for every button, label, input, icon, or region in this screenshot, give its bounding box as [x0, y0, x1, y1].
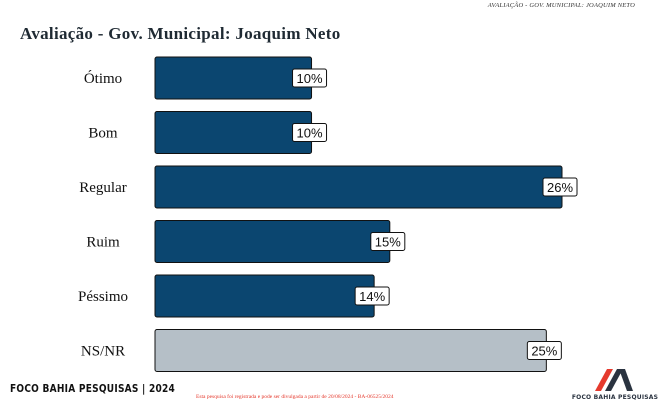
bar-pessimo	[154, 274, 375, 318]
bar-ns-nr	[154, 329, 547, 372]
value-label-ruim: 15%	[375, 235, 401, 250]
category-label-ns-nr: NS/NR	[81, 344, 125, 360]
value-label-bom: 10%	[297, 126, 323, 141]
value-label-box-otimo	[292, 68, 328, 88]
category-label-bom: Bom	[88, 126, 118, 142]
footer-note: Esta pesquisa foi registrada e pode ser …	[196, 394, 394, 400]
value-label-box-regular	[542, 177, 578, 197]
value-label-pessimo: 14%	[359, 289, 385, 304]
category-label-ruim: Ruim	[86, 235, 120, 251]
value-label-box-bom	[292, 123, 328, 142]
brand-logo: FOCO BAHIA PESQUISAS	[565, 365, 665, 403]
category-label-regular: Regular	[79, 180, 126, 196]
logo-text: FOCO BAHIA PESQUISAS	[571, 394, 659, 401]
logo-icon	[595, 369, 633, 391]
bar-ruim	[154, 220, 391, 263]
value-label-box-pessimo	[354, 286, 390, 306]
value-label-box-ns-nr	[526, 341, 562, 360]
bar-bom	[154, 111, 313, 154]
value-label-otimo: 10%	[297, 71, 323, 86]
header-subtitle: AVALIAÇÃO - GOV. MUNICIPAL: JOAQUIM NETO	[487, 2, 635, 9]
value-label-ns-nr: 25%	[531, 344, 557, 359]
category-label-otimo: Ótimo	[84, 70, 122, 87]
value-label-box-ruim	[370, 232, 406, 251]
value-label-regular: 26%	[547, 180, 573, 195]
bar-otimo	[154, 56, 313, 100]
category-label-pessimo: Péssimo	[78, 289, 128, 305]
footer-brand: FOCO BAHIA PESQUISAS | 2024	[10, 382, 176, 395]
bar-regular	[154, 165, 563, 209]
chart-title: Avaliação - Gov. Municipal: Joaquim Neto	[20, 24, 341, 43]
